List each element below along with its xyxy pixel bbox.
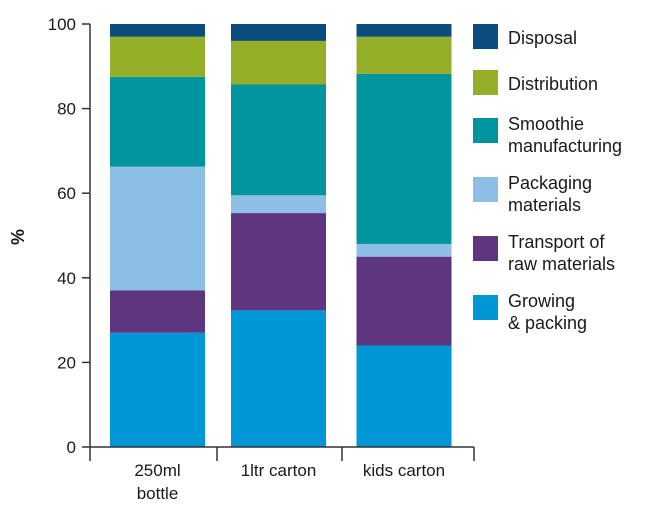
bars-layer	[110, 24, 452, 447]
bar-segment-1-5	[231, 24, 326, 41]
legend-swatch	[473, 177, 498, 202]
legend-label: Transport of raw materials	[508, 232, 615, 274]
legend-label: Distribution	[508, 74, 598, 94]
bar-segment-1-3	[231, 84, 326, 196]
bar-segment-0-1	[110, 290, 205, 333]
bar-segment-1-0	[231, 310, 326, 447]
y-tick-label: 80	[57, 100, 76, 119]
x-tick-label: 1ltr carton	[241, 461, 317, 480]
legend-swatch	[473, 236, 498, 261]
bar-segment-1-4	[231, 40, 326, 85]
bar-segment-0-4	[110, 36, 205, 77]
bar-segment-0-0	[110, 332, 205, 447]
bar-segment-2-0	[356, 345, 452, 447]
bar-segment-2-5	[356, 24, 452, 37]
legend-swatch	[473, 118, 498, 143]
y-tick-label: 40	[57, 269, 76, 288]
legend: Disposal Distribution Smoothie manufacturin…	[473, 24, 622, 333]
bar-segment-2-2	[356, 243, 452, 257]
bar-segment-1-2	[231, 195, 326, 214]
axes-layer: 0 20 40 60 80 100 250ml bottle 1ltr carton kids c…	[8, 15, 475, 503]
x-tick-label: 250ml bottle	[134, 461, 180, 503]
bar-segment-1-1	[231, 213, 326, 311]
legend-label: Smoothie manufacturing	[508, 114, 622, 156]
y-tick-label: 0	[67, 438, 76, 457]
bar-segment-0-3	[110, 76, 205, 167]
bar-segment-0-5	[110, 24, 205, 37]
legend-swatch	[473, 295, 498, 320]
y-tick-label: 60	[57, 184, 76, 203]
x-tick-label: kids carton	[363, 461, 445, 480]
y-axis-label: %	[8, 229, 28, 245]
y-tick-label: 100	[48, 15, 76, 34]
legend-label: Disposal	[508, 28, 577, 48]
bar-segment-0-2	[110, 166, 205, 291]
legend-swatch	[473, 70, 498, 95]
bar-segment-2-4	[356, 36, 452, 74]
legend-label: Growing & packing	[508, 291, 587, 333]
bar-segment-2-3	[356, 73, 452, 244]
legend-label: Packaging materials	[508, 173, 592, 215]
legend-swatch	[473, 24, 498, 49]
y-tick-label: 20	[57, 353, 76, 372]
bar-segment-2-1	[356, 256, 452, 346]
